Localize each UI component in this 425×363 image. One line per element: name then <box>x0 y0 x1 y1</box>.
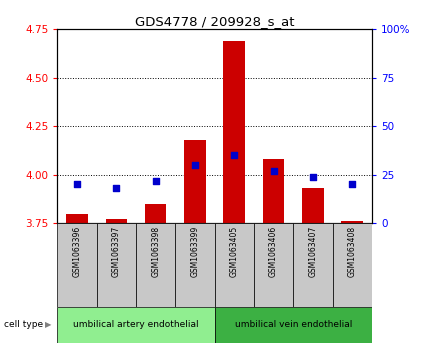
Text: GSM1063407: GSM1063407 <box>309 226 317 277</box>
Text: GSM1063398: GSM1063398 <box>151 226 160 277</box>
Point <box>231 152 238 158</box>
Point <box>349 182 356 187</box>
Bar <box>215 307 372 343</box>
Text: GSM1063397: GSM1063397 <box>112 226 121 277</box>
Text: umbilical artery endothelial: umbilical artery endothelial <box>73 321 199 329</box>
Bar <box>96 223 136 307</box>
Bar <box>215 223 254 307</box>
Bar <box>254 223 293 307</box>
Title: GDS4778 / 209928_s_at: GDS4778 / 209928_s_at <box>135 15 295 28</box>
Bar <box>302 188 324 223</box>
Point <box>152 178 159 183</box>
Point <box>309 174 316 180</box>
Bar <box>57 307 215 343</box>
Text: ▶: ▶ <box>45 321 51 329</box>
Bar <box>341 221 363 223</box>
Bar <box>57 223 96 307</box>
Bar <box>224 41 245 223</box>
Bar <box>175 223 215 307</box>
Text: GSM1063408: GSM1063408 <box>348 226 357 277</box>
Point <box>192 162 198 168</box>
Point <box>74 182 80 187</box>
Text: GSM1063399: GSM1063399 <box>190 226 199 277</box>
Point <box>270 168 277 174</box>
Text: GSM1063405: GSM1063405 <box>230 226 239 277</box>
Bar <box>263 159 284 223</box>
Text: GSM1063396: GSM1063396 <box>73 226 82 277</box>
Bar <box>184 140 206 223</box>
Bar <box>145 204 167 223</box>
Bar <box>332 223 372 307</box>
Bar <box>293 223 332 307</box>
Text: cell type: cell type <box>4 321 43 329</box>
Text: GSM1063406: GSM1063406 <box>269 226 278 277</box>
Point <box>113 185 120 191</box>
Bar <box>66 213 88 223</box>
Text: umbilical vein endothelial: umbilical vein endothelial <box>235 321 352 329</box>
Bar <box>105 219 127 223</box>
Bar <box>136 223 175 307</box>
